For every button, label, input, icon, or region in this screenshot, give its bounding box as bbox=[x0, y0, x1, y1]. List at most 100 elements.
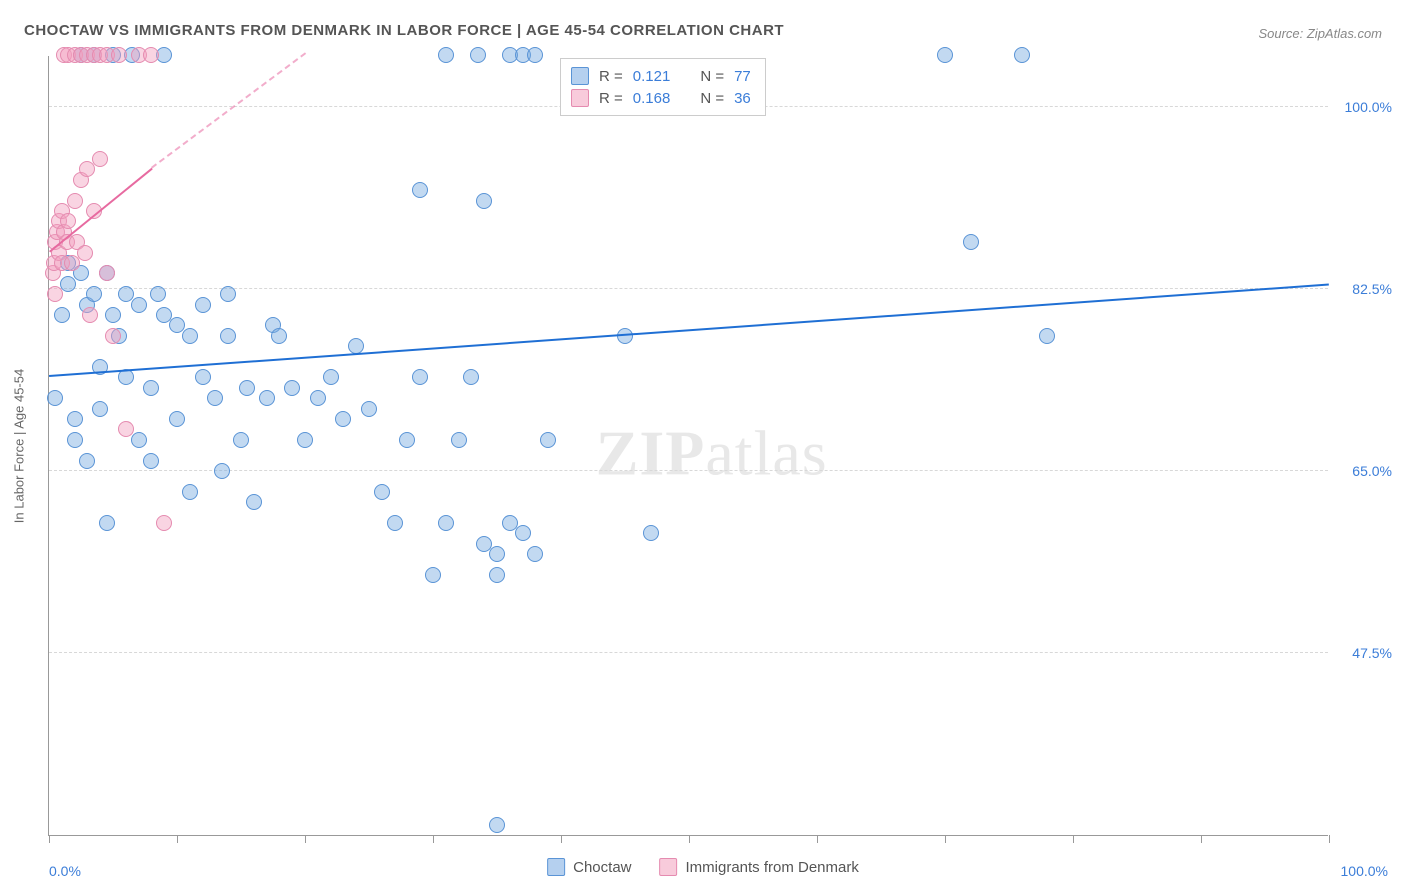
data-point bbox=[297, 432, 313, 448]
data-point bbox=[220, 328, 236, 344]
legend-n-value: 77 bbox=[734, 68, 751, 85]
data-point bbox=[399, 432, 415, 448]
data-point bbox=[259, 390, 275, 406]
legend-swatch bbox=[571, 67, 589, 85]
data-point bbox=[233, 432, 249, 448]
data-point bbox=[131, 432, 147, 448]
x-tick bbox=[817, 835, 818, 843]
data-point bbox=[310, 390, 326, 406]
data-point bbox=[131, 297, 147, 313]
data-point bbox=[86, 286, 102, 302]
legend-r-label: R = bbox=[599, 90, 623, 107]
x-tick bbox=[49, 835, 50, 843]
data-point bbox=[540, 432, 556, 448]
legend-r-value: 0.168 bbox=[633, 90, 671, 107]
legend-item: Choctaw bbox=[547, 858, 631, 876]
data-point bbox=[438, 515, 454, 531]
data-point bbox=[47, 286, 63, 302]
data-point bbox=[489, 567, 505, 583]
data-point bbox=[143, 380, 159, 396]
series-legend: Choctaw Immigrants from Denmark bbox=[547, 858, 859, 876]
data-point bbox=[220, 286, 236, 302]
y-axis-title: In Labor Force | Age 45-54 bbox=[12, 368, 27, 522]
data-point bbox=[476, 193, 492, 209]
data-point bbox=[105, 307, 121, 323]
legend-item: Immigrants from Denmark bbox=[659, 858, 858, 876]
legend-swatch bbox=[659, 858, 677, 876]
data-point bbox=[207, 390, 223, 406]
watermark: ZIPatlas bbox=[596, 416, 828, 490]
legend-n-value: 36 bbox=[734, 90, 751, 107]
data-point bbox=[271, 328, 287, 344]
data-point bbox=[412, 182, 428, 198]
x-tick bbox=[1329, 835, 1330, 843]
legend-n-label: N = bbox=[700, 68, 724, 85]
data-point bbox=[374, 484, 390, 500]
data-point bbox=[195, 369, 211, 385]
y-tick-label: 82.5% bbox=[1332, 281, 1392, 297]
data-point bbox=[150, 286, 166, 302]
data-point bbox=[169, 411, 185, 427]
data-point bbox=[77, 245, 93, 261]
data-point bbox=[284, 380, 300, 396]
data-point bbox=[82, 307, 98, 323]
data-point bbox=[60, 213, 76, 229]
legend-swatch bbox=[547, 858, 565, 876]
data-point bbox=[1039, 328, 1055, 344]
data-point bbox=[425, 567, 441, 583]
data-point bbox=[99, 515, 115, 531]
x-tick bbox=[945, 835, 946, 843]
data-point bbox=[67, 411, 83, 427]
data-point bbox=[412, 369, 428, 385]
data-point bbox=[143, 47, 159, 63]
data-point bbox=[99, 265, 115, 281]
x-tick bbox=[1073, 835, 1074, 843]
data-point bbox=[963, 234, 979, 250]
x-tick bbox=[433, 835, 434, 843]
legend-label: Choctaw bbox=[573, 859, 631, 876]
data-point bbox=[79, 453, 95, 469]
correlation-legend: R =0.121N =77R =0.168N =36 bbox=[560, 58, 766, 116]
data-point bbox=[156, 515, 172, 531]
x-tick bbox=[689, 835, 690, 843]
y-tick-label: 47.5% bbox=[1332, 645, 1392, 661]
source-attribution: Source: ZipAtlas.com bbox=[1258, 26, 1382, 41]
data-point bbox=[67, 432, 83, 448]
data-point bbox=[515, 525, 531, 541]
watermark-bold: ZIP bbox=[596, 417, 706, 488]
legend-r-value: 0.121 bbox=[633, 68, 671, 85]
data-point bbox=[335, 411, 351, 427]
data-point bbox=[1014, 47, 1030, 63]
chart-title: CHOCTAW VS IMMIGRANTS FROM DENMARK IN LA… bbox=[24, 22, 784, 39]
trend-line-pink-extrapolated bbox=[151, 53, 306, 169]
y-tick-label: 100.0% bbox=[1332, 99, 1392, 115]
data-point bbox=[527, 47, 543, 63]
x-tick bbox=[305, 835, 306, 843]
data-point bbox=[195, 297, 211, 313]
x-axis-min-label: 0.0% bbox=[49, 863, 81, 879]
data-point bbox=[239, 380, 255, 396]
data-point bbox=[937, 47, 953, 63]
data-point bbox=[489, 817, 505, 833]
data-point bbox=[246, 494, 262, 510]
data-point bbox=[105, 328, 121, 344]
data-point bbox=[361, 401, 377, 417]
watermark-light: atlas bbox=[705, 417, 827, 488]
data-point bbox=[182, 328, 198, 344]
trend-line-blue bbox=[49, 284, 1329, 378]
data-point bbox=[92, 401, 108, 417]
data-point bbox=[643, 525, 659, 541]
data-point bbox=[323, 369, 339, 385]
legend-swatch bbox=[571, 89, 589, 107]
data-point bbox=[182, 484, 198, 500]
x-axis-max-label: 100.0% bbox=[1341, 863, 1388, 879]
gridline: 65.0% bbox=[49, 470, 1328, 471]
x-tick bbox=[1201, 835, 1202, 843]
y-tick-label: 65.0% bbox=[1332, 463, 1392, 479]
gridline: 82.5% bbox=[49, 288, 1328, 289]
data-point bbox=[47, 390, 63, 406]
data-point bbox=[67, 193, 83, 209]
legend-label: Immigrants from Denmark bbox=[685, 859, 858, 876]
data-point bbox=[214, 463, 230, 479]
data-point bbox=[527, 546, 543, 562]
